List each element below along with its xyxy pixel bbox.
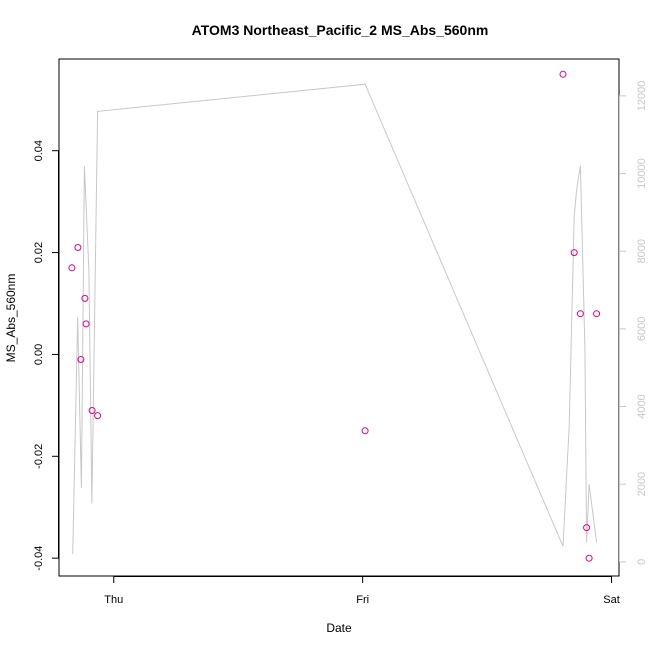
data-point [94, 412, 102, 420]
data-point [82, 320, 90, 328]
y-tick-label: -0.02 [33, 444, 45, 469]
y2-tick-label: 2000 [636, 472, 648, 496]
data-point [585, 554, 593, 562]
series-layer [68, 70, 601, 562]
y-axis-label: MS_Abs_560nm [4, 274, 18, 363]
x-tick-label: Thu [104, 594, 123, 606]
x-axis-label: Date [326, 621, 352, 635]
x-tick-label: Sat [603, 594, 620, 606]
data-point [576, 310, 584, 318]
y2-tick-label: 6000 [636, 317, 648, 341]
data-point [583, 524, 591, 532]
data-point [81, 294, 89, 302]
data-point [68, 264, 76, 272]
y2-tick-label: 8000 [636, 239, 648, 263]
y-tick-label: 0.00 [33, 344, 45, 365]
data-point [361, 427, 369, 435]
data-point [88, 407, 96, 414]
y2-tick-label: 12000 [636, 81, 648, 112]
data-point [559, 70, 567, 78]
data-point [570, 249, 578, 257]
y-tick-label: 0.02 [33, 242, 45, 263]
y2-tick-label: 10000 [636, 158, 648, 189]
y-tick-label: 0.04 [33, 140, 45, 161]
data-point [593, 310, 601, 318]
data-point [77, 356, 85, 363]
axes-layer: -0.04 -0.02 0.00 0.02 0.04 Thu Fri Sat 0 2000 4000… [33, 81, 648, 606]
x-tick-label: Fri [356, 594, 369, 606]
y-tick-label: -0.04 [33, 546, 45, 571]
y2-tick-label: 0 [636, 559, 648, 565]
y2-tick-label: 4000 [636, 394, 648, 418]
series-line [72, 83, 598, 555]
chart-title: ATOM3 Northeast_Pacific_2 MS_Abs_560nm [192, 22, 489, 38]
data-point [74, 244, 82, 251]
plot-frame [58, 58, 620, 577]
